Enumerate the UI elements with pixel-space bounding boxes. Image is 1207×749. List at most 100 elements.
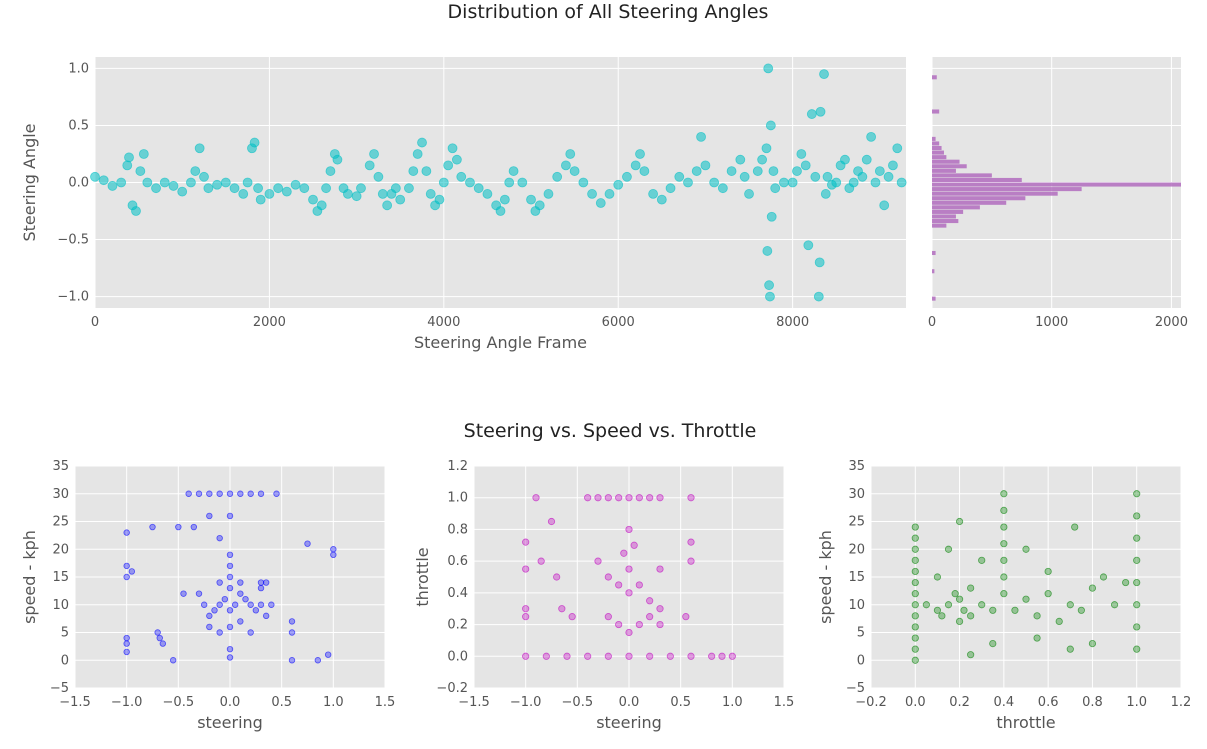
steering-timeseries-point: [822, 171, 833, 182]
throttle-vs-speed-point: [955, 517, 964, 526]
throttle-vs-speed-point: [1022, 545, 1030, 553]
steering-histogram-bar: [932, 155, 947, 160]
steering-timeseries-point: [242, 177, 253, 188]
steering-timeseries-point: [709, 177, 720, 188]
steering-histogram-bar: [932, 191, 1058, 196]
steering-vs-throttle-point: [630, 541, 638, 549]
steering-timeseries-point: [534, 200, 545, 211]
steering-timeseries-point: [543, 189, 554, 199]
steering-vs-speed-point: [257, 579, 265, 586]
steering-histogram-bar: [932, 75, 937, 80]
steering-vs-throttle-point: [522, 605, 530, 613]
steering-timeseries-point: [761, 143, 772, 154]
steering-vs-speed-point: [195, 490, 203, 497]
steering-vs-throttle-y-tick-label: 0.0: [447, 649, 468, 664]
steering-timeseries-point: [325, 166, 336, 176]
throttle-vs-speed-point: [1133, 601, 1141, 609]
steering-vs-throttle-point: [682, 613, 690, 621]
throttle-vs-speed-point: [922, 601, 930, 609]
steering-vs-speed-point: [195, 590, 203, 597]
steering-timeseries-point: [857, 171, 868, 182]
steering-timeseries-point: [308, 194, 318, 205]
throttle-vs-speed-point: [1133, 490, 1141, 498]
steering-timeseries-point: [421, 166, 432, 176]
steering-histogram-bar: [932, 223, 947, 228]
steering-timeseries-point: [220, 177, 231, 188]
steering-timeseries-point: [848, 177, 859, 188]
steering-vs-throttle-point: [563, 652, 571, 660]
throttle-vs-speed-chart: −0.2 0.0 0.2 0.4 0.6 0.8 1.0 1.2 35 30 25 20 15 10 5 0 −…: [816, 459, 1191, 732]
steering-vs-throttle-point: [594, 557, 602, 565]
steering-vs-throttle-point: [656, 565, 664, 573]
steering-vs-speed-point: [288, 618, 296, 625]
steering-vs-throttle-y-axis-label: throttle: [413, 547, 432, 606]
throttle-vs-speed-y-tick-label: 0: [857, 653, 865, 668]
steering-timeseries-point: [622, 171, 632, 182]
steering-vs-speed-point: [226, 645, 234, 653]
throttle-vs-speed-point: [967, 584, 975, 592]
steering-vs-throttle-point: [604, 573, 612, 581]
steering-vs-throttle-point: [604, 652, 612, 660]
steering-timeseries-point: [831, 177, 842, 188]
steering-vs-throttle-point: [604, 494, 612, 502]
steering-timeseries-point: [504, 177, 515, 188]
throttle-vs-speed-point: [1099, 573, 1108, 581]
steering-vs-throttle-point: [522, 613, 530, 621]
steering-vs-speed-point: [206, 612, 213, 620]
throttle-vs-speed-point: [1000, 540, 1008, 548]
steering-timeseries-point: [508, 166, 519, 176]
steering-vs-speed-point: [262, 612, 270, 620]
steering-timeseries-point: [879, 200, 890, 211]
steering-histogram-bar: [932, 200, 1007, 205]
throttle-vs-speed-point: [989, 639, 997, 648]
throttle-vs-speed-y-axis-label: speed - kph: [816, 530, 835, 624]
steering-timeseries-point: [377, 189, 388, 199]
steering-vs-throttle-point: [542, 652, 550, 660]
steering-timeseries-point: [656, 194, 667, 205]
steering-timeseries-point: [382, 200, 393, 211]
steering-vs-throttle-point: [615, 620, 623, 629]
steering-timeseries-point: [696, 131, 706, 142]
throttle-vs-speed-point: [1133, 556, 1141, 564]
steering-vs-throttle-point: [625, 652, 633, 660]
steering-timeseries-y-tick-label: 0.5: [68, 118, 89, 133]
steering-vs-speed-point: [257, 490, 265, 497]
throttle-vs-speed-point: [1088, 584, 1097, 592]
steering-histogram-bar: [932, 250, 936, 256]
throttle-vs-speed-point: [933, 606, 942, 614]
steering-timeseries-point: [787, 177, 798, 188]
throttle-vs-speed-point: [911, 545, 919, 553]
throttle-vs-speed-point: [944, 545, 953, 553]
steering-timeseries-point: [861, 154, 872, 165]
throttle-vs-speed-point: [955, 595, 964, 603]
steering-vs-throttle-point: [646, 597, 654, 605]
steering-timeseries-point: [229, 183, 240, 194]
throttle-vs-speed-y-tick-label: 30: [848, 487, 865, 502]
steering-timeseries-point: [896, 177, 907, 188]
steering-vs-throttle-point: [687, 538, 695, 546]
steering-vs-speed-point: [216, 579, 223, 586]
steering-vs-speed-point: [200, 601, 208, 608]
steering-timeseries-point: [764, 280, 774, 291]
steering-vs-throttle-x-axis-label: steering: [596, 713, 662, 732]
steering-timeseries-point: [316, 200, 327, 211]
steering-timeseries-point: [107, 181, 118, 191]
throttle-vs-speed-point: [933, 573, 942, 581]
steering-timeseries-point: [199, 171, 209, 182]
steering-timeseries-point: [417, 137, 427, 148]
steering-timeseries-point: [290, 179, 301, 190]
steering-timeseries-point: [552, 171, 563, 182]
steering-vs-speed-point: [149, 523, 156, 531]
steering-timeseries-point: [253, 183, 263, 194]
steering-histogram-bar: [932, 177, 1022, 182]
steering-vs-throttle-point: [625, 628, 633, 637]
steering-vs-speed-x-tick-label: 0.5: [271, 695, 292, 710]
steering-histogram-bar: [932, 164, 967, 169]
steering-timeseries-point: [766, 211, 777, 222]
steering-vs-speed-point: [242, 596, 249, 603]
steering-vs-throttle-point: [687, 652, 695, 660]
steering-timeseries-point: [190, 166, 201, 176]
steering-timeseries-point: [404, 183, 414, 194]
throttle-vs-speed-point: [944, 601, 953, 609]
